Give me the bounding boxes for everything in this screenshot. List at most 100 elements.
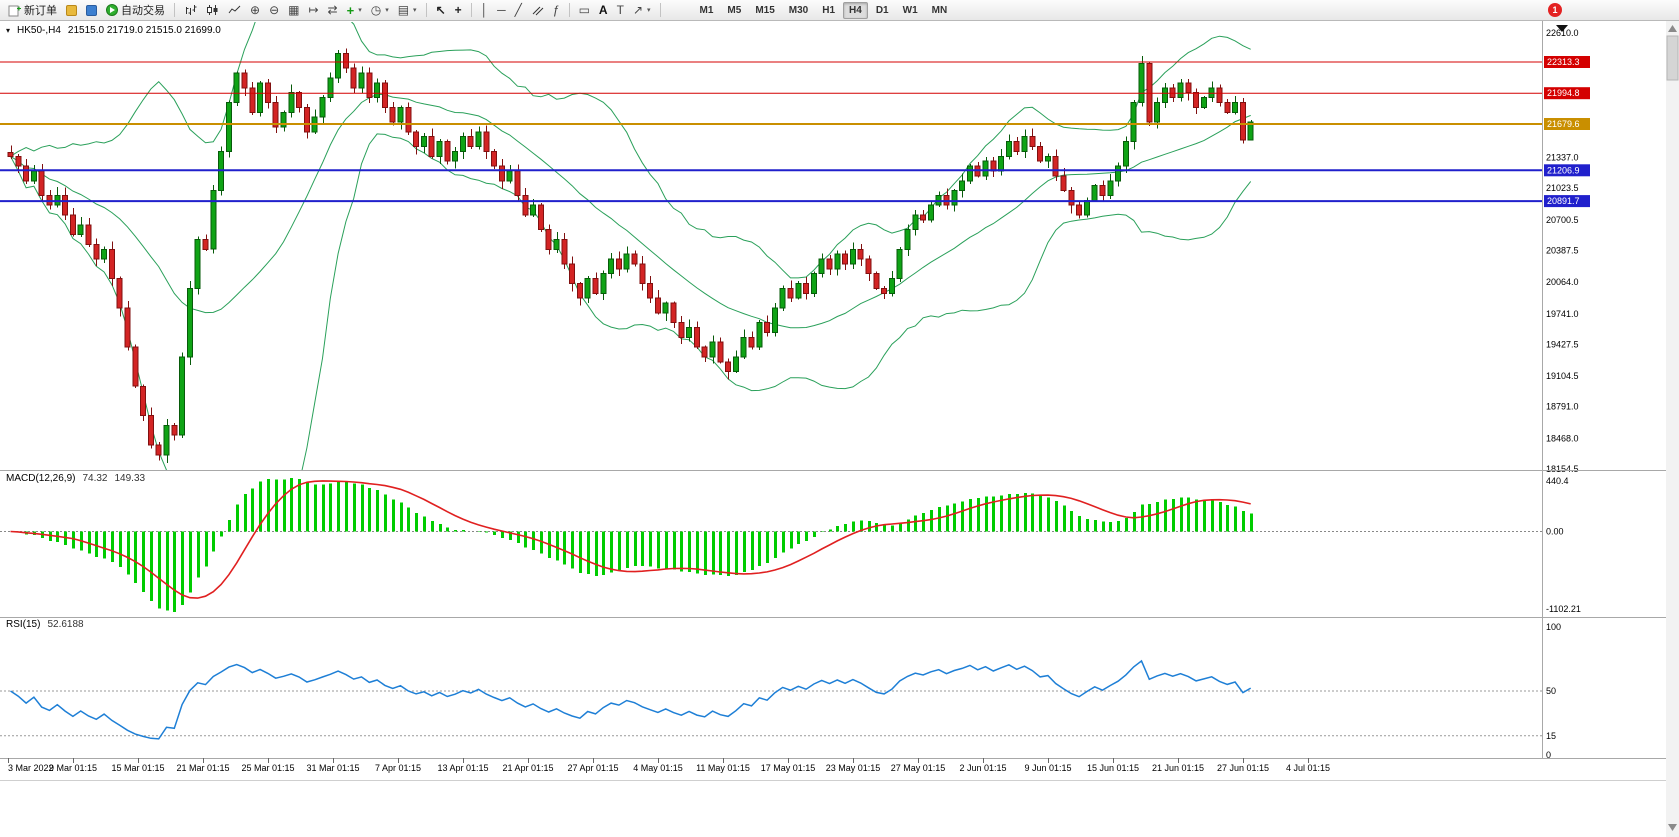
rsi-axis-label: 15 — [1546, 731, 1556, 741]
timeframe-button-h4[interactable]: H4 — [843, 1, 868, 19]
price-badge — [1544, 56, 1590, 68]
chart-shift-icon: ⇄ — [327, 3, 338, 17]
expand-arrow-icon[interactable]: ▾ — [6, 26, 11, 35]
rsi-name: RSI(15) — [6, 619, 41, 630]
line-chart-button[interactable] — [224, 1, 245, 19]
periods-button[interactable]: ◷ ▾ — [367, 1, 393, 19]
price-tick-label: 20700.5 — [1546, 215, 1579, 225]
price-tick-label: 20064.0 — [1546, 277, 1579, 287]
candlestick-icon — [207, 5, 218, 15]
toolbar-separator — [470, 3, 472, 17]
bar-chart-icon — [186, 5, 197, 15]
timeframe-button-w1[interactable]: W1 — [902, 4, 918, 16]
arrows-button[interactable]: ↗ ▾ — [629, 1, 655, 19]
new-order-button[interactable]: 新订单 — [4, 1, 61, 19]
zoom-out-button[interactable]: ⊖ — [265, 1, 283, 19]
dropdown-caret-icon: ▾ — [358, 7, 362, 14]
candlestick-chart-button[interactable] — [202, 1, 223, 19]
price-tick-label: 19427.5 — [1546, 339, 1579, 349]
price-badge-label: 21206.9 — [1547, 165, 1580, 175]
chart-nav-arrow-icon[interactable] — [1556, 25, 1568, 32]
time-axis-label: 31 Mar 01:15 — [306, 763, 359, 773]
time-axis-label: 7 Apr 01:15 — [375, 763, 421, 773]
time-axis-label: 9 Mar 01:15 — [49, 763, 97, 773]
vertical-line-button[interactable]: │ — [477, 1, 493, 19]
channel-icon — [532, 6, 544, 16]
zoom-in-button[interactable]: ⊕ — [246, 1, 264, 19]
macd-signal-line — [10, 480, 1251, 599]
chart-symbol-period: HK50-,H4 — [17, 25, 61, 36]
market-watch-button[interactable] — [82, 1, 101, 19]
timeframe-button-h1[interactable]: H1 — [822, 4, 836, 16]
timeframe-button-m30[interactable]: M30 — [788, 4, 809, 16]
dropdown-caret-icon: ▾ — [413, 7, 417, 14]
scrollbar-thumb[interactable] — [1666, 35, 1679, 81]
macd-axis-label: 440.4 — [1546, 476, 1569, 486]
templates-button[interactable]: ▤ ▾ — [394, 1, 421, 19]
text-button[interactable]: A — [595, 1, 612, 19]
macd-axis-label: -1102.21 — [1546, 604, 1581, 614]
channel-button[interactable] — [527, 1, 548, 19]
mql-community-button[interactable] — [62, 1, 81, 19]
time-axis-label: 21 Mar 01:15 — [176, 763, 229, 773]
price-badge-label: 20891.7 — [1547, 196, 1580, 206]
time-axis-label: 13 Apr 01:15 — [437, 763, 488, 773]
tile-windows-icon: ▦ — [288, 3, 300, 17]
dropdown-caret-icon: ▾ — [385, 7, 389, 14]
cursor-icon: ↖ — [435, 3, 446, 17]
price-tick-label: 18791.0 — [1546, 402, 1579, 412]
toolbar-separator — [174, 3, 175, 17]
indicators-icon: + — [346, 2, 355, 18]
dropdown-caret-icon: ▾ — [647, 7, 651, 14]
auto-scroll-icon: ↦ — [308, 3, 319, 17]
text-label-button[interactable]: T — [613, 1, 628, 19]
scroll-down-icon[interactable] — [1668, 824, 1677, 831]
new-order-icon — [8, 5, 21, 16]
tile-windows-button[interactable]: ▦ — [284, 1, 303, 19]
rsi-axis-label: 50 — [1546, 686, 1556, 696]
scroll-up-icon[interactable] — [1668, 25, 1677, 32]
auto-scroll-button[interactable]: ↦ — [304, 1, 322, 19]
time-axis-label: 27 May 01:15 — [891, 763, 946, 773]
price-tick-label: 21337.0 — [1546, 153, 1579, 163]
time-axis-label: 4 May 01:15 — [633, 763, 683, 773]
time-axis-label: 15 Jun 01:15 — [1087, 763, 1139, 773]
bar-chart-button[interactable] — [180, 1, 201, 19]
shapes-icon: ▭ — [578, 3, 590, 17]
timeframe-button-mn[interactable]: MN — [931, 4, 948, 16]
horizontal-line-icon: ─ — [497, 3, 506, 17]
macd-signal-value: 149.33 — [114, 473, 146, 484]
toolbar-separator — [425, 3, 427, 17]
time-axis-label: 27 Apr 01:15 — [567, 763, 618, 773]
indicators-button[interactable]: + ▾ — [343, 1, 366, 19]
timeframe-button-m5[interactable]: M5 — [727, 4, 742, 16]
horizontal-line-button[interactable]: ─ — [493, 1, 510, 19]
auto-trading-button[interactable]: 自动交易 — [102, 1, 169, 19]
mql-icon — [66, 4, 77, 16]
time-axis-label: 27 Jun 01:15 — [1217, 763, 1269, 773]
timeframe-button-m15[interactable]: M15 — [755, 4, 775, 16]
price-tick-label: 20387.5 — [1546, 245, 1579, 255]
macd-histogram — [17, 478, 1253, 612]
time-axis-label: 3 Mar 2022 — [8, 763, 54, 773]
price-tick-label: 18154.5 — [1546, 464, 1579, 474]
price-tick-label: 18468.0 — [1546, 433, 1579, 443]
time-axis-label: 2 Jun 01:15 — [959, 763, 1006, 773]
shapes-button[interactable]: ▭ — [575, 1, 594, 19]
notification-badge[interactable]: 1 — [1548, 3, 1562, 17]
price-tick-label: 19741.0 — [1546, 309, 1579, 319]
crosshair-button[interactable]: + — [451, 1, 466, 19]
timeframe-button-m1[interactable]: M1 — [699, 4, 714, 16]
chart-shift-button[interactable]: ⇄ — [324, 1, 342, 19]
vertical-line-icon: │ — [480, 3, 489, 17]
fibonacci-button[interactable]: ƒ — [549, 1, 564, 19]
scrollbar-track[interactable] — [1666, 21, 1679, 837]
trendline-button[interactable]: ╱ — [511, 1, 526, 19]
cursor-button[interactable]: ↖ — [432, 1, 450, 19]
timeframe-group: M1 M5 M15 M30 H1 H4 D1 W1 MN — [694, 1, 954, 19]
new-order-label: 新订单 — [24, 5, 57, 17]
chart-ohlc-values: 21515.0 21719.0 21515.0 21699.0 — [67, 25, 221, 36]
timeframe-button-d1[interactable]: D1 — [875, 4, 889, 16]
